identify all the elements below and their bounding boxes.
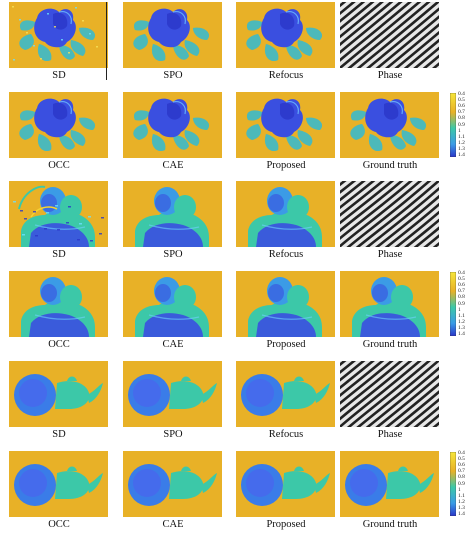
colorbar-tick: 1 [458, 306, 461, 313]
colorbar-tick: 0.5 [458, 276, 465, 283]
teapot-panel-phase [340, 361, 439, 427]
bust-panel-sd [9, 181, 108, 247]
flower-panel-refocus [236, 2, 335, 68]
bust-panel-occ [9, 271, 108, 337]
bust-panel-ground-truth [340, 271, 439, 337]
panel-label: Ground truth [362, 339, 418, 350]
colorbar-tick: 1.1 [458, 492, 465, 499]
teapot-panel-refocus [236, 361, 335, 427]
colorbar [450, 93, 456, 157]
colorbar [450, 272, 456, 336]
teapot-panel-ground-truth [340, 451, 439, 517]
panel-label: Refocus [268, 70, 304, 81]
colorbar-tick: 0.6 [458, 282, 465, 289]
panel-label: Ground truth [362, 160, 418, 171]
panel-label: Proposed [266, 339, 306, 350]
teapot-panel-occ [9, 451, 108, 517]
panel-label: Phase [377, 70, 403, 81]
colorbar-tick: 0.5 [458, 97, 465, 104]
colorbar-tick: 0.7 [458, 109, 465, 116]
panel-label: Proposed [266, 160, 306, 171]
colorbar-tick: 0.8 [458, 474, 465, 481]
colorbar-tick: 1.3 [458, 145, 465, 152]
flower-panel-phase [340, 2, 439, 68]
panel-label: SD [52, 70, 66, 81]
flower-panel-occ [9, 92, 108, 158]
column-divider [106, 2, 107, 80]
colorbar-tick: 0.8 [458, 115, 465, 122]
panel-label: SPO [163, 70, 183, 81]
teapot-panel-sd [9, 361, 108, 427]
flower-panel-ground-truth [340, 92, 439, 158]
panel-label: Refocus [268, 429, 304, 440]
panel-label: SPO [163, 249, 183, 260]
colorbar-tick: 0.4 [458, 270, 465, 276]
panel-label: SD [52, 249, 66, 260]
colorbar-tick: 1 [458, 486, 461, 493]
colorbar-tick: 1.1 [458, 133, 465, 140]
panel-label: Refocus [268, 249, 304, 260]
panel-label: Phase [377, 249, 403, 260]
panel-label: SPO [163, 429, 183, 440]
bust-panel-cae [123, 271, 222, 337]
colorbar-tick: 0.9 [458, 300, 465, 307]
bust-panel-phase [340, 181, 439, 247]
flower-panel-proposed [236, 92, 335, 158]
panel-label: CAE [162, 519, 184, 530]
colorbar-tick: 1.3 [458, 324, 465, 331]
colorbar-tick: 1 [458, 127, 461, 134]
panel-label: CAE [162, 160, 184, 171]
colorbar-tick: 1.2 [458, 498, 465, 505]
teapot-panel-proposed [236, 451, 335, 517]
panel-label: SD [52, 429, 66, 440]
colorbar-tick: 1.1 [458, 312, 465, 319]
panel-label: OCC [48, 339, 70, 350]
panel-label: Proposed [266, 519, 306, 530]
colorbar-tick: 1.3 [458, 504, 465, 511]
colorbar-tick: 1.4 [458, 331, 465, 337]
teapot-panel-cae [123, 451, 222, 517]
panel-label: OCC [48, 519, 70, 530]
bust-panel-spo [123, 181, 222, 247]
bust-panel-refocus [236, 181, 335, 247]
teapot-panel-spo [123, 361, 222, 427]
bust-panel-proposed [236, 271, 335, 337]
colorbar [450, 452, 456, 516]
colorbar-tick: 0.6 [458, 462, 465, 469]
colorbar-tick: 0.7 [458, 468, 465, 475]
flower-panel-spo [123, 2, 222, 68]
colorbar-tick: 0.4 [458, 450, 465, 456]
panel-label: CAE [162, 339, 184, 350]
colorbar-tick: 1.2 [458, 318, 465, 325]
colorbar-tick: 1.2 [458, 139, 465, 146]
panel-label: OCC [48, 160, 70, 171]
panel-label: Ground truth [362, 519, 418, 530]
colorbar-tick: 1.4 [458, 511, 465, 517]
colorbar-tick: 0.4 [458, 91, 465, 97]
flower-panel-sd [9, 2, 108, 68]
colorbar-tick: 1.4 [458, 152, 465, 158]
colorbar-tick: 0.9 [458, 121, 465, 128]
colorbar-tick: 0.8 [458, 294, 465, 301]
colorbar-tick: 0.7 [458, 288, 465, 295]
colorbar-tick: 0.5 [458, 456, 465, 463]
flower-panel-cae [123, 92, 222, 158]
panel-label: Phase [377, 429, 403, 440]
colorbar-tick: 0.9 [458, 480, 465, 487]
colorbar-tick: 0.6 [458, 103, 465, 110]
